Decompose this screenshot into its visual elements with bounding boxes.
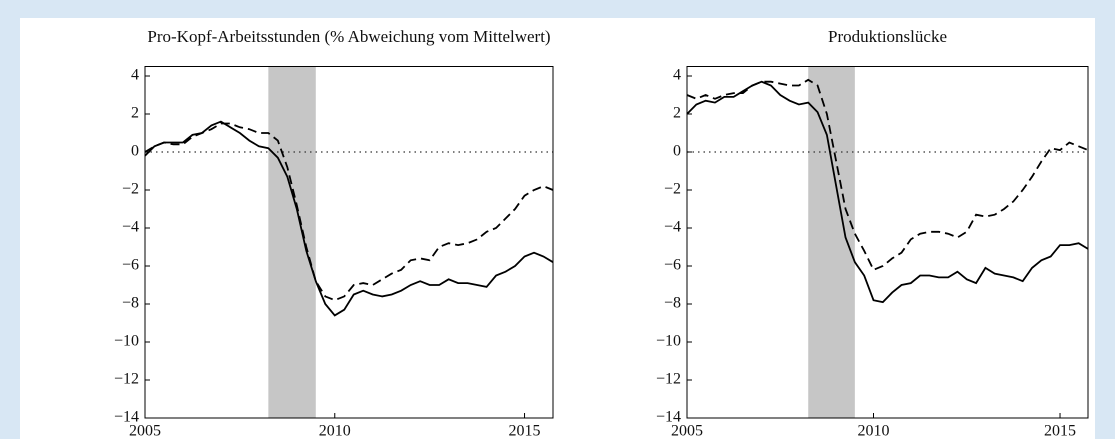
x-tick-label: 2010 — [858, 423, 890, 439]
y-tick-label: −14 — [656, 409, 681, 426]
plot-frame — [686, 66, 1089, 419]
y-tick-label: 4 — [131, 67, 139, 84]
y-tick-label: −8 — [122, 295, 139, 312]
chart-title: Produktionslücke — [828, 27, 947, 46]
y-tick-label: 4 — [673, 67, 681, 84]
y-tick-label: −8 — [664, 295, 681, 312]
x-tick-label: 2015 — [1044, 423, 1076, 439]
y-tick-label: 2 — [131, 105, 139, 122]
y-tick-label: −2 — [664, 181, 681, 198]
y-tick-label: −4 — [664, 219, 681, 236]
y-tick-label: −12 — [114, 371, 139, 388]
y-tick-label: −10 — [656, 333, 681, 350]
recession-shade — [268, 66, 316, 418]
y-tick-label: −2 — [122, 181, 139, 198]
line-series — [686, 78, 1089, 271]
plot-frame — [144, 66, 554, 419]
x-tick-label: 2010 — [319, 423, 351, 439]
chart-title: Pro-Kopf-Arbeitsstunden (% Abweichung vo… — [147, 27, 550, 46]
y-tick-label: −14 — [114, 409, 139, 426]
x-tick-label: 2005 — [129, 423, 161, 439]
panel — [20, 18, 1095, 439]
line-series — [144, 122, 554, 302]
line-series — [144, 120, 554, 317]
y-tick-label: −12 — [656, 371, 681, 388]
x-tick-label: 2005 — [671, 423, 703, 439]
y-tick-label: 2 — [673, 105, 681, 122]
x-tick-label: 2015 — [509, 423, 541, 439]
y-tick-label: −6 — [122, 257, 139, 274]
y-tick-label: −10 — [114, 333, 139, 350]
y-tick-label: −4 — [122, 219, 139, 236]
y-tick-label: 0 — [131, 143, 139, 160]
y-tick-label: 0 — [673, 143, 681, 160]
y-tick-label: −6 — [664, 257, 681, 274]
